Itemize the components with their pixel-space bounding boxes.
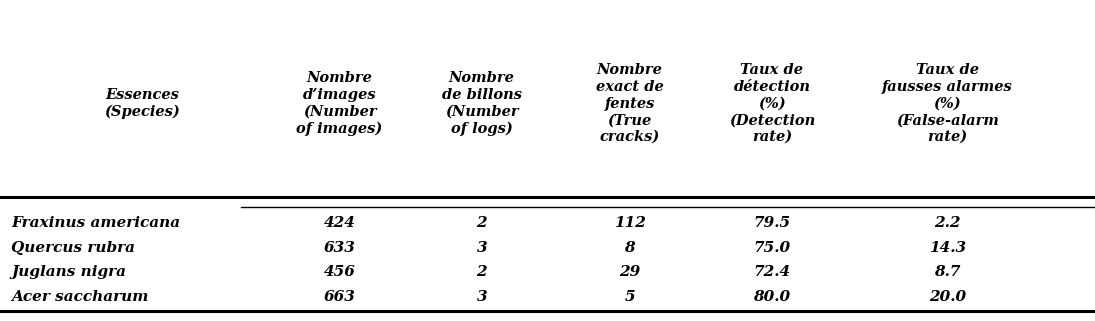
Text: 633: 633 <box>323 240 356 255</box>
Text: 80.0: 80.0 <box>753 290 791 304</box>
Text: Nombre
exact de
fentes
(True
cracks): Nombre exact de fentes (True cracks) <box>596 63 664 144</box>
Text: 3: 3 <box>476 290 487 304</box>
Text: 663: 663 <box>323 290 356 304</box>
Text: Acer saccharum: Acer saccharum <box>11 290 148 304</box>
Text: Essences
(Species): Essences (Species) <box>104 88 181 119</box>
Text: Taux de
fausses alarmes
(%)
(False-alarm
rate): Taux de fausses alarmes (%) (False-alarm… <box>881 63 1013 144</box>
Text: 29: 29 <box>619 265 641 280</box>
Text: Juglans nigra: Juglans nigra <box>11 265 126 280</box>
Text: 79.5: 79.5 <box>753 216 791 230</box>
Text: 2: 2 <box>476 265 487 280</box>
Text: Fraxinus americana: Fraxinus americana <box>11 216 180 230</box>
Text: 75.0: 75.0 <box>753 240 791 255</box>
Text: 2.2: 2.2 <box>934 216 960 230</box>
Text: 3: 3 <box>476 240 487 255</box>
Text: 424: 424 <box>323 216 356 230</box>
Text: 20.0: 20.0 <box>929 290 966 304</box>
Text: 14.3: 14.3 <box>929 240 966 255</box>
Text: 8.7: 8.7 <box>934 265 960 280</box>
Text: Quercus rubra: Quercus rubra <box>11 240 135 255</box>
Text: Nombre
d’images
(Number
of images): Nombre d’images (Number of images) <box>297 71 382 136</box>
Text: 5: 5 <box>624 290 635 304</box>
Text: 456: 456 <box>323 265 356 280</box>
Text: 112: 112 <box>613 216 646 230</box>
Text: 8: 8 <box>624 240 635 255</box>
Text: Taux de
détection
(%)
(Detection
rate): Taux de détection (%) (Detection rate) <box>729 63 815 144</box>
Text: 72.4: 72.4 <box>753 265 791 280</box>
Text: Nombre
de billons
(Number
of logs): Nombre de billons (Number of logs) <box>441 71 522 136</box>
Text: 2: 2 <box>476 216 487 230</box>
